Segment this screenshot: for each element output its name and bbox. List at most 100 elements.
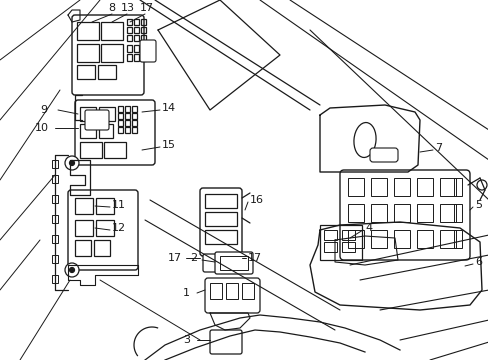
Bar [347, 204, 363, 222]
Bar [125, 106, 130, 112]
Bar [52, 215, 58, 223]
FancyBboxPatch shape [75, 100, 155, 165]
Bar [80, 107, 96, 121]
Text: 11: 11 [112, 200, 126, 210]
Bar [416, 178, 432, 196]
Bar [52, 175, 58, 183]
Bar [52, 235, 58, 243]
FancyBboxPatch shape [140, 40, 156, 62]
Bar [134, 27, 139, 33]
Bar [134, 45, 139, 52]
Bar [77, 44, 99, 62]
Bar [134, 19, 139, 25]
Bar [341, 242, 354, 252]
Text: 9: 9 [40, 105, 47, 115]
Circle shape [476, 180, 486, 190]
Bar [125, 113, 130, 119]
Bar [141, 45, 146, 52]
Bar [127, 54, 132, 61]
Bar [453, 230, 461, 248]
Text: 10: 10 [35, 123, 49, 133]
Text: 13: 13 [121, 3, 135, 13]
Bar [75, 240, 91, 256]
Bar [75, 198, 93, 214]
Bar [127, 35, 132, 41]
FancyBboxPatch shape [204, 278, 260, 313]
Bar [80, 142, 102, 158]
Bar [127, 19, 132, 25]
Bar [141, 54, 146, 61]
Circle shape [65, 156, 79, 170]
Text: 2: 2 [190, 253, 197, 263]
Bar [132, 127, 137, 133]
Bar [453, 178, 461, 196]
Bar [393, 204, 409, 222]
Bar [439, 230, 455, 248]
Bar [370, 204, 386, 222]
Bar [99, 124, 113, 138]
Bar [125, 120, 130, 126]
Circle shape [65, 263, 79, 277]
Bar [118, 120, 123, 126]
Text: 7: 7 [434, 143, 441, 153]
Bar [75, 220, 93, 236]
Text: 3: 3 [183, 335, 190, 345]
Bar [99, 107, 115, 121]
Bar [104, 142, 126, 158]
Bar [319, 225, 361, 260]
Bar [77, 22, 99, 40]
Text: 6: 6 [474, 257, 481, 267]
Text: 17: 17 [247, 253, 262, 263]
Bar [141, 35, 146, 41]
Bar [132, 120, 137, 126]
Bar [118, 127, 123, 133]
Bar [118, 106, 123, 112]
Bar [96, 220, 114, 236]
Bar [324, 242, 336, 252]
Text: 1: 1 [183, 288, 190, 298]
Bar [77, 65, 95, 79]
Bar [132, 106, 137, 112]
Bar [341, 230, 354, 240]
Bar [324, 230, 336, 240]
Bar [453, 204, 461, 222]
Bar [347, 178, 363, 196]
Bar [127, 45, 132, 52]
Text: 5: 5 [474, 200, 481, 210]
Bar [439, 178, 455, 196]
Bar [347, 230, 363, 248]
Bar [80, 124, 96, 138]
FancyBboxPatch shape [203, 254, 239, 272]
Bar [370, 230, 386, 248]
Circle shape [69, 267, 74, 273]
FancyBboxPatch shape [68, 190, 138, 270]
Bar [393, 230, 409, 248]
Bar [416, 230, 432, 248]
FancyBboxPatch shape [369, 148, 397, 162]
Bar [118, 113, 123, 119]
Bar [52, 195, 58, 203]
Text: 14: 14 [162, 103, 176, 113]
Bar [204, 212, 237, 226]
Circle shape [69, 161, 74, 166]
Bar [141, 19, 146, 25]
Text: 12: 12 [112, 223, 126, 233]
Bar [393, 178, 409, 196]
Text: 17: 17 [168, 253, 182, 263]
Bar [204, 230, 237, 244]
FancyBboxPatch shape [200, 188, 242, 256]
Bar [204, 194, 237, 208]
Bar [125, 127, 130, 133]
Bar [209, 283, 222, 299]
FancyBboxPatch shape [72, 15, 143, 95]
Text: 8: 8 [108, 3, 115, 13]
Bar [439, 204, 455, 222]
FancyBboxPatch shape [339, 170, 469, 260]
Text: 15: 15 [162, 140, 176, 150]
Bar [52, 255, 58, 263]
Bar [242, 283, 253, 299]
Text: 17: 17 [140, 3, 154, 13]
Bar [94, 240, 110, 256]
FancyBboxPatch shape [85, 110, 109, 130]
Bar [101, 22, 123, 40]
